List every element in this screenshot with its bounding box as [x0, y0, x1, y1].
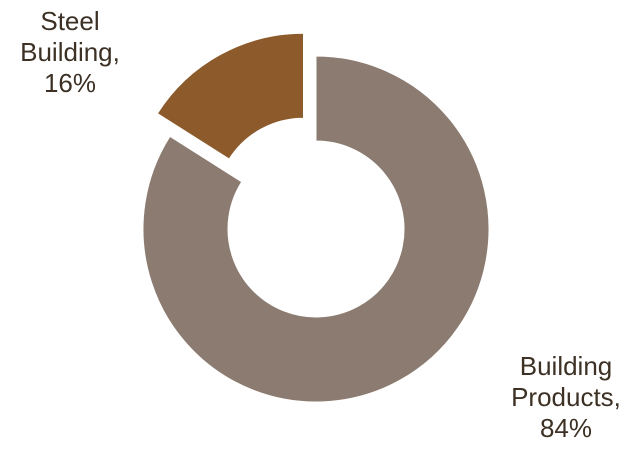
labels-layer: Building Products, 84% Steel Building, 16%	[20, 6, 621, 443]
slices-layer	[142, 32, 490, 403]
data-label-line: Products,	[511, 382, 621, 412]
data-label-line: Steel	[40, 6, 99, 36]
data-label-line: Building,	[20, 37, 120, 67]
data-label-line: Building	[520, 351, 613, 381]
slice-building-products	[142, 55, 490, 403]
data-label-steel-building: Steel Building, 16%	[20, 6, 120, 98]
data-label-line: 84%	[540, 413, 592, 443]
slice-steel-building	[156, 32, 304, 160]
data-label-line: 16%	[44, 68, 96, 98]
data-label-building-products: Building Products, 84%	[511, 351, 621, 443]
